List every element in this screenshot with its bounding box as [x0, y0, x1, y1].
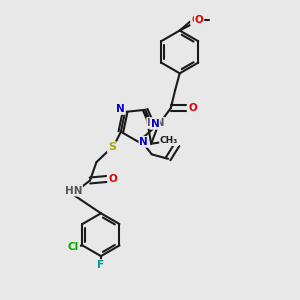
Text: O: O	[195, 15, 203, 25]
Text: N: N	[140, 137, 148, 147]
Text: HN: HN	[147, 118, 165, 128]
Text: N: N	[151, 119, 159, 129]
Text: F: F	[98, 260, 104, 270]
Text: Cl: Cl	[68, 242, 79, 252]
Text: CH₃: CH₃	[160, 136, 178, 145]
Text: N: N	[116, 104, 125, 114]
Text: S: S	[108, 142, 116, 152]
Text: HN: HN	[64, 186, 82, 196]
Text: O: O	[188, 103, 197, 113]
Text: O: O	[109, 174, 117, 184]
Text: O: O	[191, 15, 200, 25]
